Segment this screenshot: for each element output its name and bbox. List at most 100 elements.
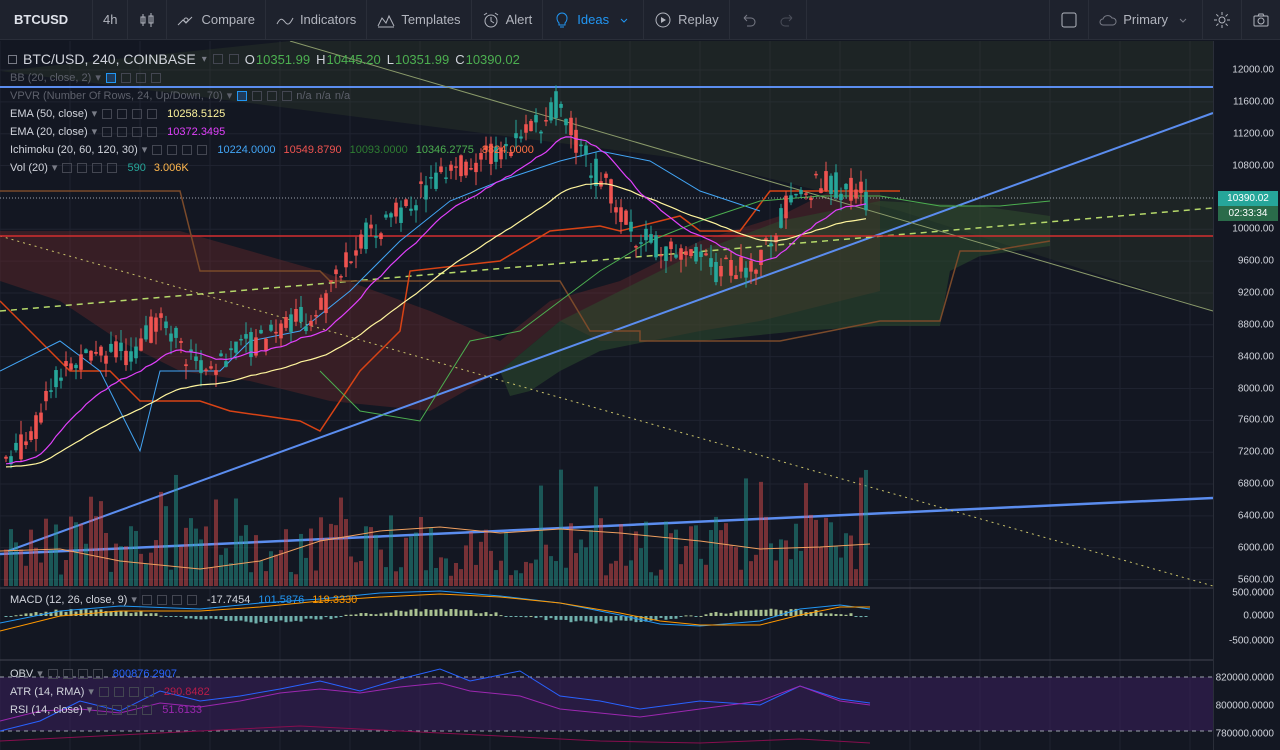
settings-icon[interactable]	[113, 686, 124, 697]
close-icon[interactable]	[197, 144, 208, 155]
macd-hist-bar	[79, 609, 83, 616]
volume-bar	[44, 518, 48, 586]
layout-button[interactable]: Primary	[1089, 0, 1203, 40]
volume-bar	[454, 562, 458, 586]
settings-icon[interactable]	[167, 144, 178, 155]
legend-bb[interactable]: BB (20, close, 2) ▾	[10, 71, 161, 84]
settings-icon[interactable]	[112, 704, 123, 715]
volume-bar	[444, 558, 448, 586]
volume-bar	[739, 569, 743, 586]
volume-bar	[559, 469, 563, 586]
replay-button[interactable]: Replay	[644, 0, 730, 40]
close-icon[interactable]	[186, 594, 197, 605]
add-icon[interactable]	[92, 162, 103, 173]
candle-body	[294, 309, 298, 322]
macd-hist-bar	[219, 616, 223, 620]
settings-icon[interactable]	[156, 594, 167, 605]
volume-bar	[359, 561, 363, 586]
volume-bar	[49, 549, 53, 586]
compare-button[interactable]: Compare	[167, 0, 266, 40]
redo-button[interactable]	[768, 0, 807, 40]
alert-button[interactable]: Alert	[472, 0, 544, 40]
legend-obv[interactable]: OBV ▾ 800876.2907	[10, 667, 177, 681]
legend-rsi[interactable]: RSI (14, close) ▾ 51.6133	[10, 703, 202, 717]
candle-body	[719, 265, 723, 277]
series-title[interactable]: BTC/USD, 240, COINBASE	[23, 51, 196, 67]
add-icon[interactable]	[132, 126, 143, 137]
add-icon[interactable]	[267, 90, 278, 101]
candle-body	[744, 267, 748, 278]
chart-type-button[interactable]	[128, 0, 168, 40]
volume-bar	[369, 527, 373, 586]
settings-icon[interactable]	[252, 90, 263, 101]
compare-label: Compare	[201, 12, 255, 27]
undo-button[interactable]	[730, 0, 768, 40]
eye-icon[interactable]	[105, 72, 116, 83]
macd-hist-bar	[19, 614, 23, 616]
eye-icon[interactable]	[237, 90, 248, 101]
candle-body	[499, 147, 503, 160]
chevron-down-icon[interactable]: ▾	[201, 53, 207, 65]
settings-icon[interactable]	[117, 126, 128, 137]
close-icon[interactable]	[282, 90, 293, 101]
macd-hist-bar	[484, 612, 488, 616]
close-icon[interactable]	[147, 108, 158, 119]
eye-icon[interactable]	[47, 668, 58, 679]
legend-vpvr[interactable]: VPVR (Number Of Rows, 24, Up/Down, 70) ▾…	[10, 89, 350, 103]
macd-hist-bar	[64, 611, 68, 616]
volume-bar	[779, 539, 783, 586]
add-icon[interactable]	[135, 72, 146, 83]
close-icon[interactable]	[147, 126, 158, 137]
settings-icon[interactable]	[62, 668, 73, 679]
eye-icon[interactable]	[62, 162, 73, 173]
symbol-search-button[interactable]: BTCUSD	[0, 0, 93, 40]
add-icon[interactable]	[171, 594, 182, 605]
close-icon[interactable]	[143, 686, 154, 697]
add-icon[interactable]	[77, 668, 88, 679]
price-chart[interactable]	[0, 41, 1213, 750]
add-icon[interactable]	[182, 144, 193, 155]
eye-icon[interactable]	[212, 54, 223, 64]
settings-button[interactable]	[1203, 0, 1242, 40]
volume-bar	[14, 542, 18, 586]
legend-volume[interactable]: Vol (20) ▾ 590 3.006K	[10, 161, 189, 175]
chevron-down-icon: ▾	[91, 126, 98, 138]
templates-button[interactable]: Templates	[367, 0, 472, 40]
settings-icon[interactable]	[120, 72, 131, 83]
eye-icon[interactable]	[152, 144, 163, 155]
ideas-button[interactable]: Ideas	[543, 0, 645, 40]
legend-ema-50[interactable]: EMA (50, close) ▾ 10258.5125	[10, 107, 225, 121]
add-icon[interactable]	[132, 108, 143, 119]
indicators-button[interactable]: Indicators	[266, 0, 368, 40]
legend-ema-20[interactable]: EMA (20, close) ▾ 10372.3495	[10, 125, 225, 139]
legend-atr[interactable]: ATR (14, RMA) ▾ 290.8482	[10, 685, 210, 699]
settings-icon[interactable]	[117, 108, 128, 119]
interval-button[interactable]: 4h	[93, 0, 129, 40]
collapse-icon[interactable]	[8, 54, 17, 64]
price-tick: 8000.00	[1237, 383, 1274, 394]
close-icon[interactable]	[150, 72, 161, 83]
eye-icon[interactable]	[97, 704, 108, 715]
eye-icon[interactable]	[102, 108, 113, 119]
close-icon[interactable]	[92, 668, 103, 679]
candle-body	[9, 456, 13, 465]
settings-icon[interactable]	[228, 54, 239, 64]
eye-icon[interactable]	[98, 686, 109, 697]
add-icon[interactable]	[127, 704, 138, 715]
candle-body	[44, 391, 48, 402]
legend-ichimoku[interactable]: Ichimoku (20, 60, 120, 30) ▾ 10224.0000 …	[10, 143, 534, 157]
volume-bar	[29, 529, 33, 586]
add-icon[interactable]	[128, 686, 139, 697]
legend-macd[interactable]: MACD (12, 26, close, 9) ▾ -17.7454 101.5…	[10, 593, 357, 607]
eye-icon[interactable]	[141, 594, 152, 605]
close-icon[interactable]	[142, 704, 153, 715]
lower-tick: 780000.0000	[1215, 728, 1274, 740]
eye-icon[interactable]	[102, 126, 113, 137]
candle-body	[84, 349, 88, 354]
chart-area[interactable]: BTC/USD, 240, COINBASE ▾ O 10351.99 H 1044…	[0, 41, 1280, 750]
price-axis[interactable]: 12000.00 11600.00 11200.00 10800.00 10000.00…	[1213, 41, 1280, 750]
settings-icon[interactable]	[77, 162, 88, 173]
close-icon[interactable]	[107, 162, 118, 173]
snapshot-button[interactable]	[1242, 0, 1280, 40]
fullscreen-button[interactable]	[1049, 0, 1090, 40]
